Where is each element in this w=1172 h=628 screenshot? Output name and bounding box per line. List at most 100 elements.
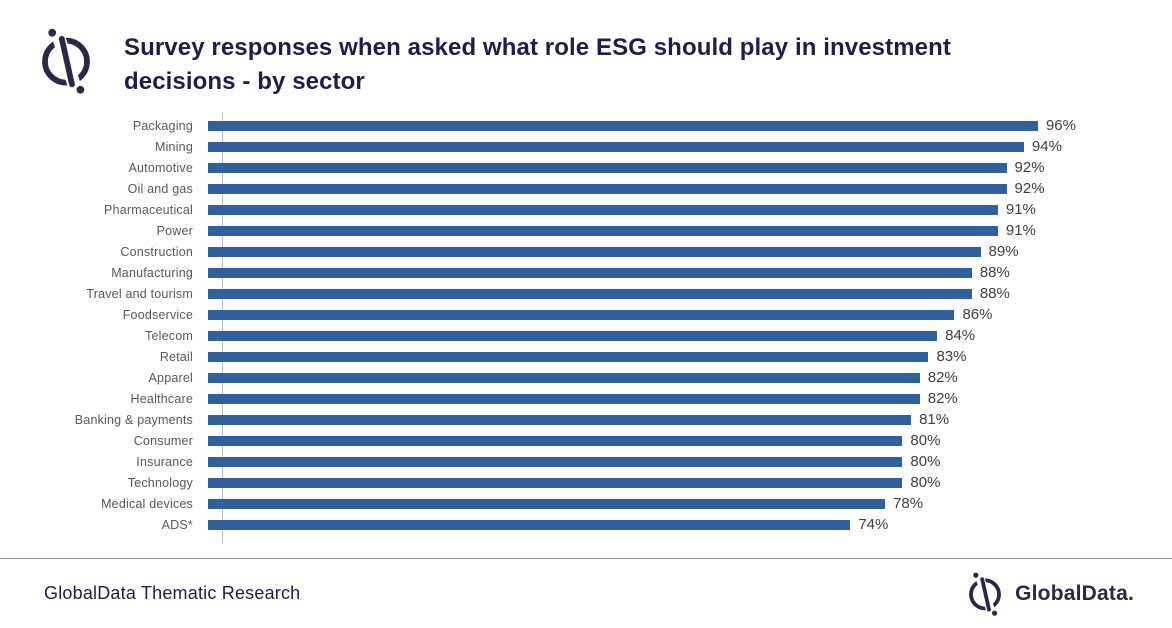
value-label: 88% <box>979 264 1010 281</box>
category-label: Technology <box>127 475 193 490</box>
value-label: 82% <box>927 390 958 407</box>
bar <box>208 414 912 425</box>
value-label: 84% <box>945 327 976 344</box>
plot-area: 92% <box>208 180 1076 197</box>
category-label: Telecom <box>145 328 193 343</box>
bar <box>208 288 972 299</box>
category-label: Insurance <box>136 454 193 469</box>
value-label: 80% <box>910 474 941 491</box>
plot-area: 89% <box>208 243 1076 260</box>
value-label: 81% <box>919 411 950 428</box>
value-label: 80% <box>910 453 941 470</box>
category-label: Banking & payments <box>74 412 193 427</box>
category-label: Automotive <box>128 160 193 175</box>
category-label: Apparel <box>148 370 193 385</box>
bar <box>208 162 1007 173</box>
category-label: Power <box>156 223 193 238</box>
chart-row: Medical devices 78% <box>15 493 1076 514</box>
category-label: Healthcare <box>130 391 193 406</box>
value-label: 94% <box>1031 138 1062 155</box>
plot-area: 86% <box>208 306 1076 323</box>
bar <box>208 519 851 530</box>
bar <box>208 330 938 341</box>
category-label: Consumer <box>133 433 193 448</box>
chart-row: Manufacturing 88% <box>15 262 1076 283</box>
bar <box>208 246 981 257</box>
plot-area: 82% <box>208 369 1076 386</box>
page-title: Survey responses when asked what role ES… <box>124 34 951 95</box>
category-label: Foodservice <box>122 307 193 322</box>
category-label: Travel and tourism <box>86 286 193 301</box>
footer-source-text: GlobalData Thematic Research <box>44 583 301 603</box>
value-label: 83% <box>936 348 967 365</box>
bar <box>208 393 920 404</box>
value-label: 89% <box>988 243 1019 260</box>
plot-area: 80% <box>208 474 1076 491</box>
category-label: Oil and gas <box>127 181 193 196</box>
plot-area: 84% <box>208 327 1076 344</box>
chart-row: Healthcare 82% <box>15 388 1076 409</box>
plot-area: 83% <box>208 348 1076 365</box>
chart-row: Retail 83% <box>15 346 1076 367</box>
bar <box>208 498 886 509</box>
value-label: 86% <box>962 306 993 323</box>
plot-area: 80% <box>208 432 1076 449</box>
bar-chart: Packaging 96% Mining 94% Automotive 92% … <box>15 113 1076 543</box>
value-label: 78% <box>893 495 924 512</box>
bar <box>208 141 1024 152</box>
category-label: Construction <box>120 244 193 259</box>
chart-row: Apparel 82% <box>15 367 1076 388</box>
plot-area: 96% <box>208 117 1076 134</box>
category-label: Mining <box>154 139 193 154</box>
footer-divider <box>0 558 1172 559</box>
globaldata-footer-icon <box>965 572 1005 616</box>
plot-area: 88% <box>208 264 1076 281</box>
value-label: 88% <box>979 285 1010 302</box>
bar <box>208 309 955 320</box>
chart-row: Insurance 80% <box>15 451 1076 472</box>
bar <box>208 204 998 215</box>
bar <box>208 372 920 383</box>
value-label: 92% <box>1014 159 1045 176</box>
value-label: 91% <box>1005 222 1036 239</box>
category-label: ADS* <box>161 517 193 532</box>
chart-row: Mining 94% <box>15 136 1076 157</box>
bar-chart-rows: Packaging 96% Mining 94% Automotive 92% … <box>15 113 1076 543</box>
chart-row: Banking & payments 81% <box>15 409 1076 430</box>
category-label: Retail <box>159 349 193 364</box>
plot-area: 88% <box>208 285 1076 302</box>
category-label: Packaging <box>132 118 193 133</box>
chart-row: ADS* 74% <box>15 514 1076 535</box>
chart-row: Technology 80% <box>15 472 1076 493</box>
plot-area: 81% <box>208 411 1076 428</box>
bar <box>208 267 972 278</box>
chart-row: Automotive 92% <box>15 157 1076 178</box>
category-label: Medical devices <box>101 496 193 511</box>
chart-row: Oil and gas 92% <box>15 178 1076 199</box>
value-label: 80% <box>910 432 941 449</box>
chart-row: Power 91% <box>15 220 1076 241</box>
chart-row: Packaging 96% <box>15 115 1076 136</box>
bar <box>208 456 903 467</box>
plot-area: 78% <box>208 495 1076 512</box>
plot-area: 80% <box>208 453 1076 470</box>
chart-row: Pharmaceutical 91% <box>15 199 1076 220</box>
chart-row: Construction 89% <box>15 241 1076 262</box>
value-label: 92% <box>1014 180 1045 197</box>
value-label: 82% <box>927 369 958 386</box>
bar <box>208 183 1007 194</box>
chart-row: Consumer 80% <box>15 430 1076 451</box>
value-label: 96% <box>1045 117 1076 134</box>
value-label: 74% <box>858 516 889 533</box>
category-label: Pharmaceutical <box>104 202 193 217</box>
category-label: Manufacturing <box>111 265 193 280</box>
bar <box>208 351 929 362</box>
bar <box>208 225 998 236</box>
chart-row: Telecom 84% <box>15 325 1076 346</box>
plot-area: 91% <box>208 201 1076 218</box>
bar <box>208 120 1038 131</box>
footer-brand: GlobalData. <box>965 572 1134 616</box>
chart-row: Travel and tourism 88% <box>15 283 1076 304</box>
chart-row: Foodservice 86% <box>15 304 1076 325</box>
